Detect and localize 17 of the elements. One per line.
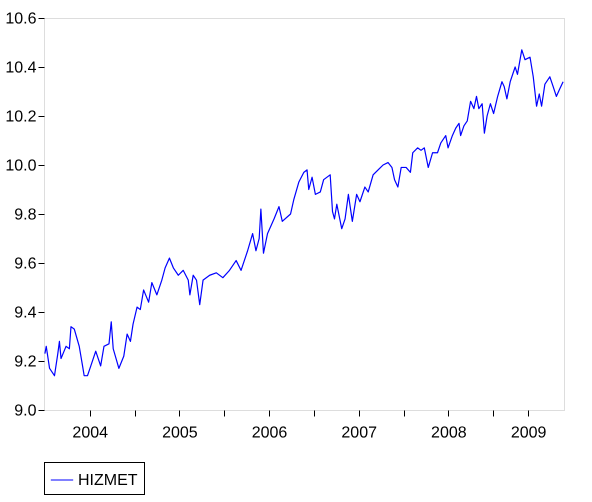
y-tick-label: 10.6 xyxy=(5,10,37,28)
y-tick-label: 9.0 xyxy=(14,402,37,420)
x-tick-label: 2008 xyxy=(431,424,467,442)
y-tick-label: 9.8 xyxy=(14,206,37,224)
y-tick-label: 9.4 xyxy=(14,304,37,322)
y-tick-label: 10.2 xyxy=(5,108,37,126)
line-series xyxy=(44,49,564,376)
y-tick-label: 9.2 xyxy=(14,354,37,370)
legend-label: HIZMET xyxy=(78,472,138,489)
x-tick-label: 2009 xyxy=(510,424,547,442)
y-tick-label: 10.4 xyxy=(5,60,37,76)
y-tick-label: 10.0 xyxy=(5,158,37,174)
x-tick-label: 2007 xyxy=(341,424,378,442)
x-tick-label: 2005 xyxy=(162,424,198,442)
x-tick-label: 2004 xyxy=(72,424,108,442)
y-tick-label: 9.6 xyxy=(14,256,37,272)
x-tick-label: 2006 xyxy=(252,424,288,442)
